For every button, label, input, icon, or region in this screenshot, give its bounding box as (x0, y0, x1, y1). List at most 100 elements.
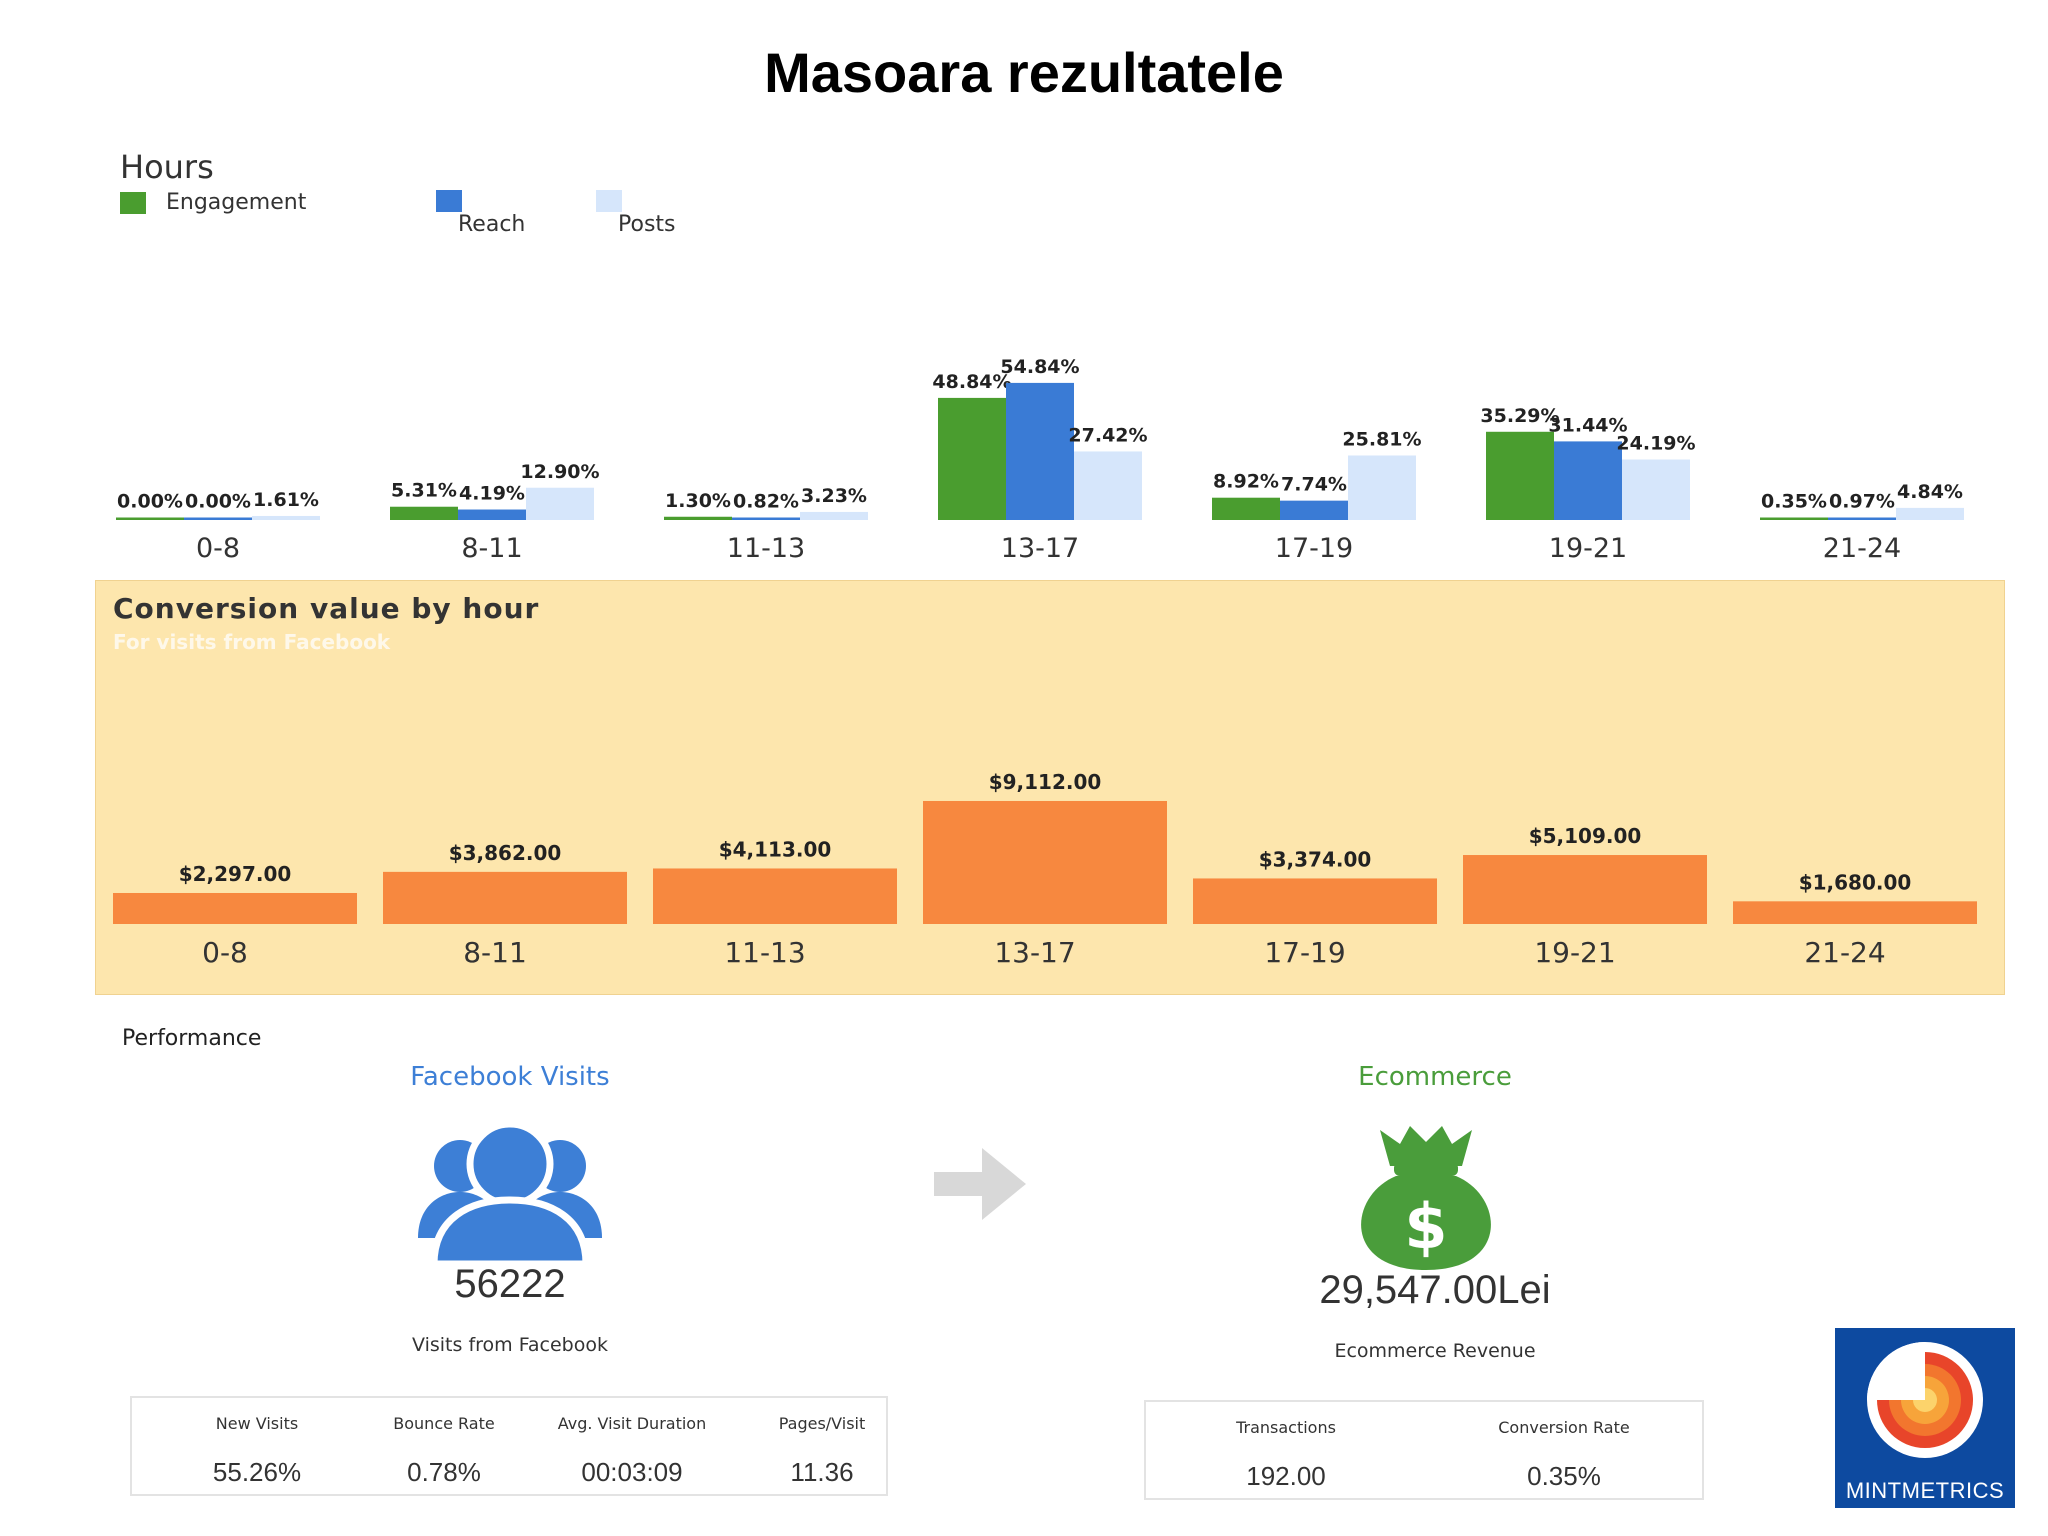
data-label-reach-0-8: 0.00% (185, 491, 251, 513)
stat-avg-visit-duration: Avg. Visit Duration 00:03:09 (532, 1414, 732, 1488)
x-tick-label: 8-11 (461, 533, 522, 564)
facebook-visits-value: 56222 (454, 1262, 566, 1306)
data-label-engagement-19-21: 35.29% (1480, 405, 1559, 427)
data-label-posts-17-19: 25.81% (1342, 428, 1421, 450)
x-tick-label: 13-17 (1001, 533, 1079, 564)
data-label-posts-11-13: 3.23% (801, 485, 867, 507)
conversion-data-label-21-24: $1,680.00 (1799, 870, 1912, 894)
legend-label-posts: Posts (618, 212, 676, 237)
conversion-bar-11-13 (653, 868, 897, 924)
bar-posts-0-8 (252, 515, 320, 520)
bar-reach-13-17 (1006, 382, 1074, 520)
bar-reach-17-19 (1280, 500, 1348, 520)
conversion-data-label-17-19: $3,374.00 (1259, 847, 1372, 871)
bar-reach-0-8 (184, 517, 252, 520)
bar-posts-21-24 (1896, 507, 1964, 520)
bar-reach-21-24 (1828, 517, 1896, 520)
hours-chart: 0.00% 0.00% 1.61%0-85.31% 4.19%12.90%8-111.… (116, 356, 1964, 564)
stat-label: Conversion Rate (1498, 1418, 1630, 1437)
bar-engagement-11-13 (664, 516, 732, 520)
conversion-x-tick-label: 11-13 (724, 936, 805, 969)
ecommerce-title: Ecommerce (1358, 1062, 1512, 1092)
conversion-chart-title: Conversion value by hour (113, 592, 540, 625)
performance-label: Performance (122, 1026, 262, 1051)
conversion-bar-19-21 (1463, 855, 1707, 924)
conversion-panel (95, 580, 2005, 995)
logo-mark-icon (1867, 1342, 1983, 1458)
bar-posts-8-11 (526, 487, 594, 520)
money-bag-icon: $ (1361, 1126, 1491, 1270)
data-label-reach-19-21: 31.44% (1548, 414, 1627, 436)
legend-swatch-posts (596, 190, 622, 212)
bar-posts-13-17 (1074, 451, 1142, 520)
conversion-x-tick-label: 21-24 (1804, 936, 1885, 969)
conversion-bar-17-19 (1193, 878, 1437, 924)
conversion-x-tick-label: 0-8 (202, 936, 248, 969)
conversion-chart-subtitle: For visits from Facebook (113, 630, 391, 654)
bar-reach-19-21 (1554, 441, 1622, 520)
stat-value: 55.26% (212, 1457, 302, 1487)
data-label-posts-8-11: 12.90% (520, 461, 599, 483)
conversion-bar-21-24 (1733, 901, 1977, 924)
conversion-data-label-13-17: $9,112.00 (989, 770, 1102, 794)
ecommerce-revenue-value: 29,547.00Lei (1319, 1268, 1551, 1312)
bar-engagement-21-24 (1760, 517, 1828, 520)
bar-posts-17-19 (1348, 455, 1416, 520)
svg-text:$: $ (1404, 1190, 1447, 1263)
data-label-posts-19-21: 24.19% (1616, 433, 1695, 455)
facebook-visits-title: Facebook Visits (410, 1062, 610, 1092)
legend-swatch-reach (436, 190, 462, 212)
stat-value: 11.36 (790, 1457, 854, 1487)
x-tick-label: 19-21 (1549, 533, 1627, 564)
conversion-bar-8-11 (383, 871, 627, 924)
data-label-engagement-13-17: 48.84% (932, 371, 1011, 393)
data-label-posts-21-24: 4.84% (1897, 481, 1963, 503)
ecommerce-stats-box: Transactions 192.00 Conversion Rate 0.35… (1144, 1400, 1704, 1500)
conversion-x-tick-label: 19-21 (1534, 936, 1615, 969)
data-label-reach-21-24: 0.97% (1829, 491, 1895, 513)
data-label-engagement-0-8: 0.00% (117, 491, 183, 513)
stat-value: 00:03:09 (581, 1457, 683, 1487)
facebook-visits-caption: Visits from Facebook (412, 1334, 608, 1356)
data-label-posts-13-17: 27.42% (1068, 424, 1147, 446)
stat-conversion-rate: Conversion Rate 0.35% (1464, 1418, 1664, 1492)
stat-transactions: Transactions 192.00 (1186, 1418, 1386, 1492)
legend-label-engagement: Engagement (166, 190, 307, 215)
conversion-chart: $2,297.00 0-8 $3,862.00 8-11 $4,113.00 11-13 $… (113, 770, 1977, 969)
data-label-engagement-11-13: 1.30% (665, 490, 731, 512)
legend-posts: Posts (596, 190, 676, 237)
data-label-posts-0-8: 1.61% (253, 489, 319, 511)
bar-reach-11-13 (732, 517, 800, 520)
facebook-stats-box: New Visits 55.26% Bounce Rate 0.78% Avg.… (130, 1396, 888, 1496)
conversion-data-label-11-13: $4,113.00 (719, 837, 832, 861)
data-label-reach-8-11: 4.19% (459, 483, 525, 505)
x-tick-label: 11-13 (727, 533, 805, 564)
x-tick-label: 21-24 (1823, 533, 1901, 564)
bar-posts-19-21 (1622, 459, 1690, 520)
data-label-engagement-21-24: 0.35% (1761, 491, 1827, 513)
conversion-x-tick-label: 8-11 (463, 936, 527, 969)
bar-engagement-17-19 (1212, 497, 1280, 520)
logo-text: MINTMETRICS (1845, 1478, 2005, 1503)
conversion-x-tick-label: 17-19 (1264, 936, 1345, 969)
bar-reach-8-11 (458, 509, 526, 520)
bar-engagement-0-8 (116, 517, 184, 520)
conversion-bar-13-17 (923, 800, 1167, 924)
conversion-data-label-8-11: $3,862.00 (449, 841, 562, 865)
stat-value: 0.35% (1527, 1461, 1601, 1491)
stat-label: Bounce Rate (393, 1414, 495, 1433)
data-label-reach-13-17: 54.84% (1000, 356, 1079, 378)
x-tick-label: 17-19 (1275, 533, 1353, 564)
conversion-x-tick-label: 13-17 (994, 936, 1075, 969)
stat-pages-per-visit: Pages/Visit 11.36 (722, 1414, 922, 1488)
stat-bounce-rate: Bounce Rate 0.78% (344, 1414, 544, 1488)
ecommerce-revenue-caption: Ecommerce Revenue (1334, 1340, 1536, 1362)
stat-new-visits: New Visits 55.26% (157, 1414, 357, 1488)
conversion-data-label-19-21: $5,109.00 (1529, 824, 1642, 848)
arrow-right-icon (934, 1148, 1026, 1220)
stat-label: New Visits (215, 1414, 299, 1433)
bar-engagement-8-11 (390, 506, 458, 520)
stat-label: Transactions (1236, 1418, 1336, 1437)
bar-posts-11-13 (800, 511, 868, 520)
mintmetrics-logo: MINTMETRICS (1835, 1328, 2015, 1508)
